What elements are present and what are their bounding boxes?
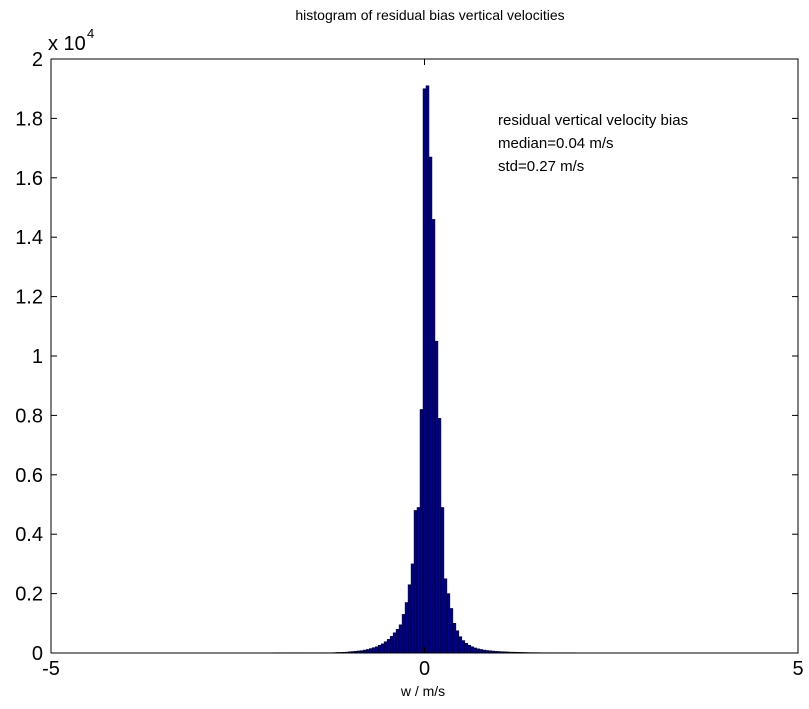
histogram-bars <box>273 85 576 654</box>
histogram-bar <box>407 584 412 654</box>
histogram-bar <box>455 630 460 654</box>
histogram-bar <box>473 647 478 654</box>
histogram-bar <box>425 85 430 654</box>
annotation-line-2: median=0.04 m/s <box>498 135 613 152</box>
y-tick-label: 0.6 <box>15 465 43 487</box>
y-tick-label: 1.2 <box>15 287 43 309</box>
y-tick-label: 2 <box>32 49 43 71</box>
histogram-bar <box>401 614 406 654</box>
histogram-bar <box>446 593 451 654</box>
y-multiplier-exponent: 4 <box>87 26 94 41</box>
stats-annotation: residual vertical velocity bias median=0… <box>498 112 688 175</box>
histogram-bar <box>392 632 397 654</box>
histogram-bar <box>467 645 472 654</box>
histogram-bar <box>452 623 457 654</box>
y-tick-label: 0 <box>32 643 43 665</box>
histogram-bar <box>464 642 469 654</box>
histogram-bar <box>461 640 466 654</box>
histogram-bar <box>368 648 373 654</box>
histogram-bar <box>404 602 409 654</box>
x-tick-label: 0 <box>419 658 430 680</box>
histogram-bar <box>458 636 463 654</box>
histogram-bar <box>365 649 370 654</box>
histogram-bar <box>377 645 382 654</box>
histogram-bar <box>380 643 385 654</box>
histogram-bar <box>476 648 481 654</box>
x-axis-label: w / m/s <box>400 683 445 699</box>
y-tick-label: 1 <box>32 346 43 368</box>
histogram-bar <box>437 418 442 654</box>
histogram-bar <box>428 156 433 654</box>
y-tick-label: 1.6 <box>15 168 43 190</box>
histogram-bar <box>371 647 376 654</box>
histogram-bar <box>386 639 391 654</box>
histogram-bar <box>434 340 439 654</box>
histogram-bar <box>431 219 436 654</box>
annotation-line-1: residual vertical velocity bias <box>498 112 688 129</box>
x-axis-ticks: -5 0 5 <box>42 59 804 680</box>
histogram-bar <box>395 628 400 654</box>
histogram-bar <box>383 641 388 654</box>
y-tick-label: 1.4 <box>15 227 43 249</box>
chart-title: histogram of residual bias vertical velo… <box>295 7 564 23</box>
histogram-bar <box>389 636 394 654</box>
y-multiplier: x 10 4 <box>48 26 94 55</box>
histogram-bar <box>449 608 454 654</box>
histogram-bar <box>440 507 445 654</box>
histogram-bar <box>410 563 415 654</box>
histogram-bar <box>443 578 448 654</box>
histogram-bar <box>374 646 379 654</box>
histogram-bar <box>470 646 475 654</box>
y-multiplier-base: x 10 <box>48 33 86 55</box>
annotation-line-3: std=0.27 m/s <box>498 158 584 175</box>
histogram-bar <box>416 507 421 654</box>
x-tick-label: 5 <box>792 658 803 680</box>
y-tick-label: 0.2 <box>15 584 43 606</box>
y-tick-label: 1.8 <box>15 108 43 130</box>
x-tick-label: -5 <box>42 658 60 680</box>
histogram-bar <box>419 409 424 654</box>
histogram-bar <box>398 624 403 654</box>
y-tick-label: 0.8 <box>15 405 43 427</box>
y-tick-label: 0.4 <box>15 524 43 546</box>
histogram-bar <box>413 510 418 654</box>
histogram-bar <box>479 649 484 654</box>
y-axis-ticks: 0 0.2 0.4 0.6 0.8 1 1.2 1.4 1.6 1.8 2 <box>15 49 798 665</box>
histogram-bar <box>422 88 427 654</box>
